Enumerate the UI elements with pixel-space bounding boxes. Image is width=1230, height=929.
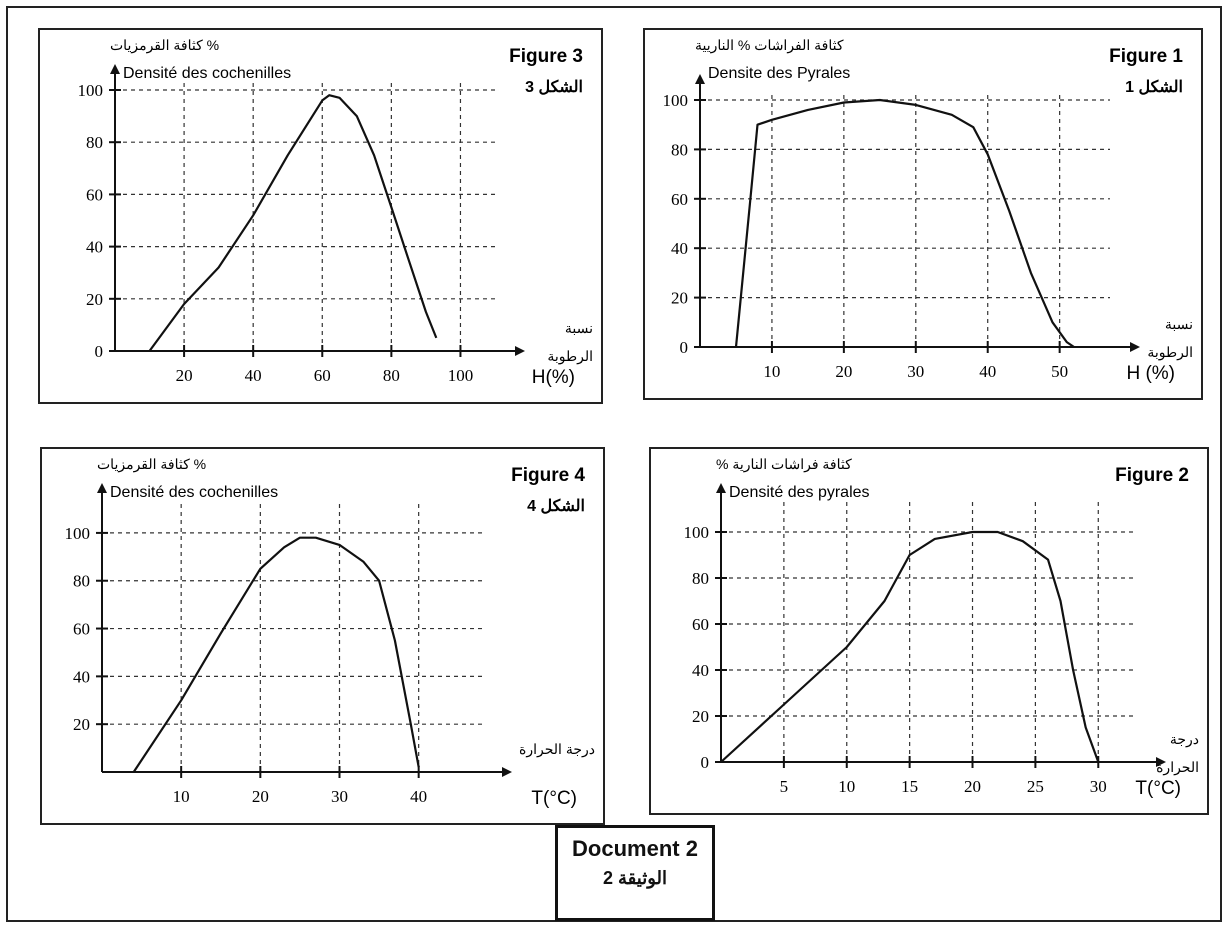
fig2-ytick-label-100: 100 (684, 523, 710, 542)
figure-3-panel: 20 40 60 80 100 0 20 40 60 80 100 Figure 3 الشكل 3 كث… (38, 28, 603, 404)
fig2-xtick-label-15: 15 (901, 777, 918, 796)
fig4-ylabel-ar: كثافة القرمزيات % (97, 456, 206, 473)
fig4-ytick-label-100: 100 (65, 524, 91, 543)
fig3-xtick-label-40: 40 (245, 366, 262, 385)
fig1-xlabel-ar-1: الرطوبة (1147, 344, 1193, 361)
fig1-xtick-label-40: 40 (979, 362, 996, 381)
fig1-xtick-label-20: 20 (835, 362, 852, 381)
fig2-xlabel-ar-0: درجة (1170, 731, 1199, 748)
fig3-y-axis-arrow (110, 64, 120, 74)
fig4-svg: 10 20 30 40 20 40 60 80 100 Figure 4 الشكل 4 كثافة … (42, 449, 603, 823)
fig1-x-axis-arrow (1130, 342, 1140, 352)
fig1-xtick-label-50: 50 (1051, 362, 1068, 381)
fig1-ytick-label-60: 60 (671, 190, 688, 209)
document-label-ar: الوثيقة 2 (558, 868, 712, 889)
fig4-xtick-label-40: 40 (410, 787, 427, 806)
fig4-xtick-label-30: 30 (331, 787, 348, 806)
fig2-xtick-label-10: 10 (838, 777, 855, 796)
fig1-xlabel: H (%) (1126, 363, 1175, 384)
fig1-ylabel-ar: كثافة الفراشات % الناريية (695, 37, 844, 54)
fig1-xtick-label-10: 10 (763, 362, 780, 381)
fig3-ylabel-fr: Densité des cochenilles (123, 65, 291, 82)
document-label-box: Document 2 الوثيقة 2 (555, 825, 715, 921)
document-label-fr: Document 2 (558, 836, 712, 862)
fig4-x-axis-arrow (502, 767, 512, 777)
figure-4-panel: 10 20 30 40 20 40 60 80 100 Figure 4 الشكل 4 كثافة … (40, 447, 605, 825)
fig3-xtick-label-100: 100 (448, 366, 474, 385)
fig1-data-line (736, 100, 1074, 347)
fig2-ylabel-fr: Densité des pyrales (729, 484, 870, 501)
fig1-ytick-label-0: 0 (680, 338, 689, 357)
fig3-xlabel-ar-0: نسبة (565, 320, 593, 336)
fig1-svg: 10 20 30 40 50 0 20 40 60 80 100 Figure 1 الشكل 1 كثا… (645, 30, 1201, 398)
fig3-xtick-label-80: 80 (383, 366, 400, 385)
fig3-xtick-label-20: 20 (176, 366, 193, 385)
fig3-svg: 20 40 60 80 100 0 20 40 60 80 100 Figure 3 الشكل 3 كث… (40, 30, 601, 402)
fig2-y-axis-arrow (716, 483, 726, 493)
fig4-figure-title-ar: الشكل 4 (527, 498, 585, 515)
fig4-xtick-label-20: 20 (252, 787, 269, 806)
fig2-figure-title-fr: Figure 2 (1115, 465, 1189, 486)
fig2-ytick-label-20: 20 (692, 707, 709, 726)
fig3-figure-title-ar: الشكل 3 (525, 79, 583, 96)
fig2-ytick-label-40: 40 (692, 661, 709, 680)
fig1-y-axis-arrow (695, 74, 705, 84)
fig4-ytick-label-20: 20 (73, 715, 90, 734)
figure-2-panel: 5 10 15 20 25 30 0 20 40 60 80 100 Figure 2 % كثافة ف… (649, 447, 1209, 815)
fig1-figure-title-ar: الشكل 1 (1125, 79, 1183, 96)
fig3-ylabel-ar: كثافة القرمزيات % (110, 37, 219, 54)
fig3-xlabel-ar-1: الرطوبة (547, 348, 593, 365)
fig1-ytick-label-40: 40 (671, 239, 688, 258)
fig2-xlabel-ar-1: الحرارة (1156, 759, 1199, 776)
fig3-figure-title-fr: Figure 3 (509, 46, 583, 67)
fig3-xlabel: H(%) (532, 367, 575, 388)
fig3-ytick-label-40: 40 (86, 238, 103, 257)
fig2-ylabel-ar: % كثافة فراشات النارية (716, 456, 852, 473)
fig1-ylabel-fr: Densite des Pyrales (708, 65, 850, 82)
fig4-ylabel-fr: Densité des cochenilles (110, 484, 278, 501)
fig2-xtick-label-25: 25 (1027, 777, 1044, 796)
figure-1-panel: 10 20 30 40 50 0 20 40 60 80 100 Figure 1 الشكل 1 كثا… (643, 28, 1203, 400)
fig3-xtick-label-60: 60 (314, 366, 331, 385)
fig3-ytick-label-0: 0 (95, 342, 104, 361)
fig4-xtick-label-10: 10 (173, 787, 190, 806)
fig2-ytick-label-0: 0 (701, 753, 710, 772)
fig4-ytick-label-60: 60 (73, 620, 90, 639)
fig2-xtick-label-5: 5 (780, 777, 789, 796)
fig1-xtick-label-30: 30 (907, 362, 924, 381)
fig3-x-axis-arrow (515, 346, 525, 356)
fig1-ytick-label-100: 100 (663, 91, 689, 110)
fig2-ytick-label-60: 60 (692, 615, 709, 634)
fig3-ytick-label-100: 100 (78, 81, 104, 100)
fig1-ytick-label-80: 80 (671, 140, 688, 159)
fig4-ytick-label-80: 80 (73, 572, 90, 591)
fig1-ytick-label-20: 20 (671, 289, 688, 308)
fig3-ytick-label-60: 60 (86, 185, 103, 204)
fig1-figure-title-fr: Figure 1 (1109, 46, 1183, 67)
fig4-xlabel-ar-0: درجة الحرارة (519, 741, 595, 758)
fig3-ytick-label-80: 80 (86, 133, 103, 152)
fig2-xtick-label-20: 20 (964, 777, 981, 796)
fig4-ytick-label-40: 40 (73, 667, 90, 686)
fig4-data-line (134, 538, 419, 772)
fig4-figure-title-fr: Figure 4 (511, 465, 585, 486)
fig2-ytick-label-80: 80 (692, 569, 709, 588)
fig1-xlabel-ar-0: نسبة (1165, 316, 1193, 332)
fig3-data-line (150, 95, 437, 351)
fig4-xlabel: T(°C) (531, 788, 577, 809)
fig2-xlabel: T(°C) (1135, 778, 1181, 799)
fig2-svg: 5 10 15 20 25 30 0 20 40 60 80 100 Figure 2 % كثافة ف… (651, 449, 1207, 813)
fig2-xtick-label-30: 30 (1090, 777, 1107, 796)
fig3-ytick-label-20: 20 (86, 290, 103, 309)
fig4-y-axis-arrow (97, 483, 107, 493)
